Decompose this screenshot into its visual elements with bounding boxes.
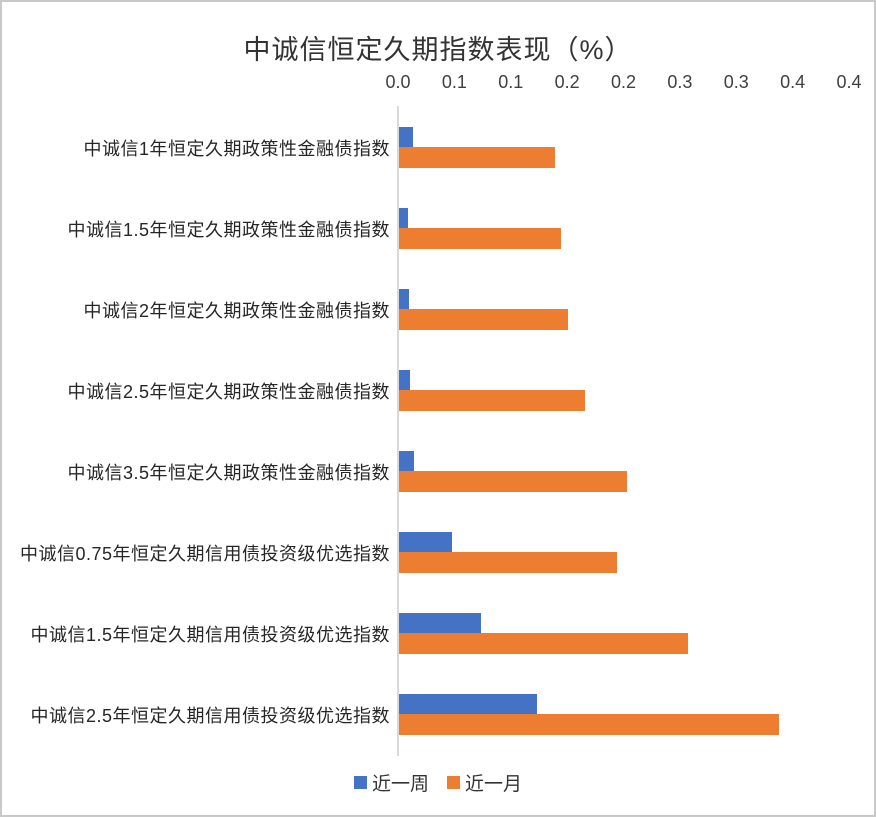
category-label: 中诚信2年恒定久期政策性金融债指数 <box>83 300 390 321</box>
x-axis: 0.0 0.1 0.1 0.2 0.2 0.3 0.3 0.4 0.4 <box>385 72 861 96</box>
bar-week <box>399 694 537 714</box>
legend-item-month: 近一月 <box>447 769 522 796</box>
legend-swatch-week-icon <box>353 776 367 789</box>
x-axis-tick-label: 0.1 <box>441 72 467 92</box>
legend: 近一周 近一月 <box>2 769 874 796</box>
bar-group <box>399 188 779 269</box>
bar-month <box>399 390 585 411</box>
category-label: 中诚信1.5年恒定久期信用债投资级优选指数 <box>30 624 390 645</box>
category-label: 中诚信1.5年恒定久期政策性金融债指数 <box>67 219 390 240</box>
bar-group <box>399 107 779 188</box>
legend-label-week: 近一周 <box>371 774 429 795</box>
chart-title: 中诚信恒定久期指数表现（%） <box>243 35 633 65</box>
bar-week <box>399 208 408 228</box>
bar-month <box>399 633 688 654</box>
bar-month <box>399 309 568 330</box>
bar-group <box>399 431 779 512</box>
y-axis-line <box>397 106 399 756</box>
x-axis-tick-label: 0.1 <box>498 72 524 92</box>
bar-week <box>399 532 452 552</box>
bar-week <box>399 127 413 147</box>
legend-label-month: 近一月 <box>465 774 523 795</box>
bar-month <box>399 714 779 735</box>
x-axis-tick-label: 0.3 <box>723 72 749 92</box>
bar-week <box>399 451 414 471</box>
x-axis-tick-label: 0.0 <box>385 72 411 92</box>
bar-month <box>399 552 617 573</box>
x-axis-tick-label: 0.2 <box>610 72 637 92</box>
x-axis-tick-label: 0.3 <box>667 72 693 92</box>
category-label: 中诚信3.5年恒定久期政策性金融债指数 <box>67 462 390 483</box>
category-labels: 中诚信1年恒定久期政策性金融债指数 中诚信1.5年恒定久期政策性金融债指数 中诚信2… <box>2 107 390 755</box>
plot-area <box>399 107 779 755</box>
bar-week <box>399 613 481 633</box>
bar-week <box>399 370 410 390</box>
legend-swatch-month-icon <box>447 776 460 789</box>
bar-group <box>399 350 779 431</box>
bar-month <box>399 147 555 168</box>
bar-group <box>399 269 779 350</box>
bar-group <box>399 593 779 674</box>
bar-week <box>399 289 409 309</box>
x-axis-tick-label: 0.2 <box>554 72 580 92</box>
bar-month <box>399 471 627 492</box>
bar-group <box>399 512 779 593</box>
x-axis-tick-label: 0.4 <box>836 72 862 92</box>
category-label: 中诚信1年恒定久期政策性金融债指数 <box>83 138 390 159</box>
category-label: 中诚信2.5年恒定久期政策性金融债指数 <box>67 381 390 402</box>
bar-group <box>399 674 779 755</box>
category-label: 中诚信2.5年恒定久期信用债投资级优选指数 <box>30 705 390 726</box>
legend-item-week: 近一周 <box>353 769 429 796</box>
bar-month <box>399 228 561 249</box>
category-label: 中诚信0.75年恒定久期信用债投资级优选指数 <box>19 543 390 564</box>
x-axis-tick-label: 0.4 <box>780 72 806 92</box>
